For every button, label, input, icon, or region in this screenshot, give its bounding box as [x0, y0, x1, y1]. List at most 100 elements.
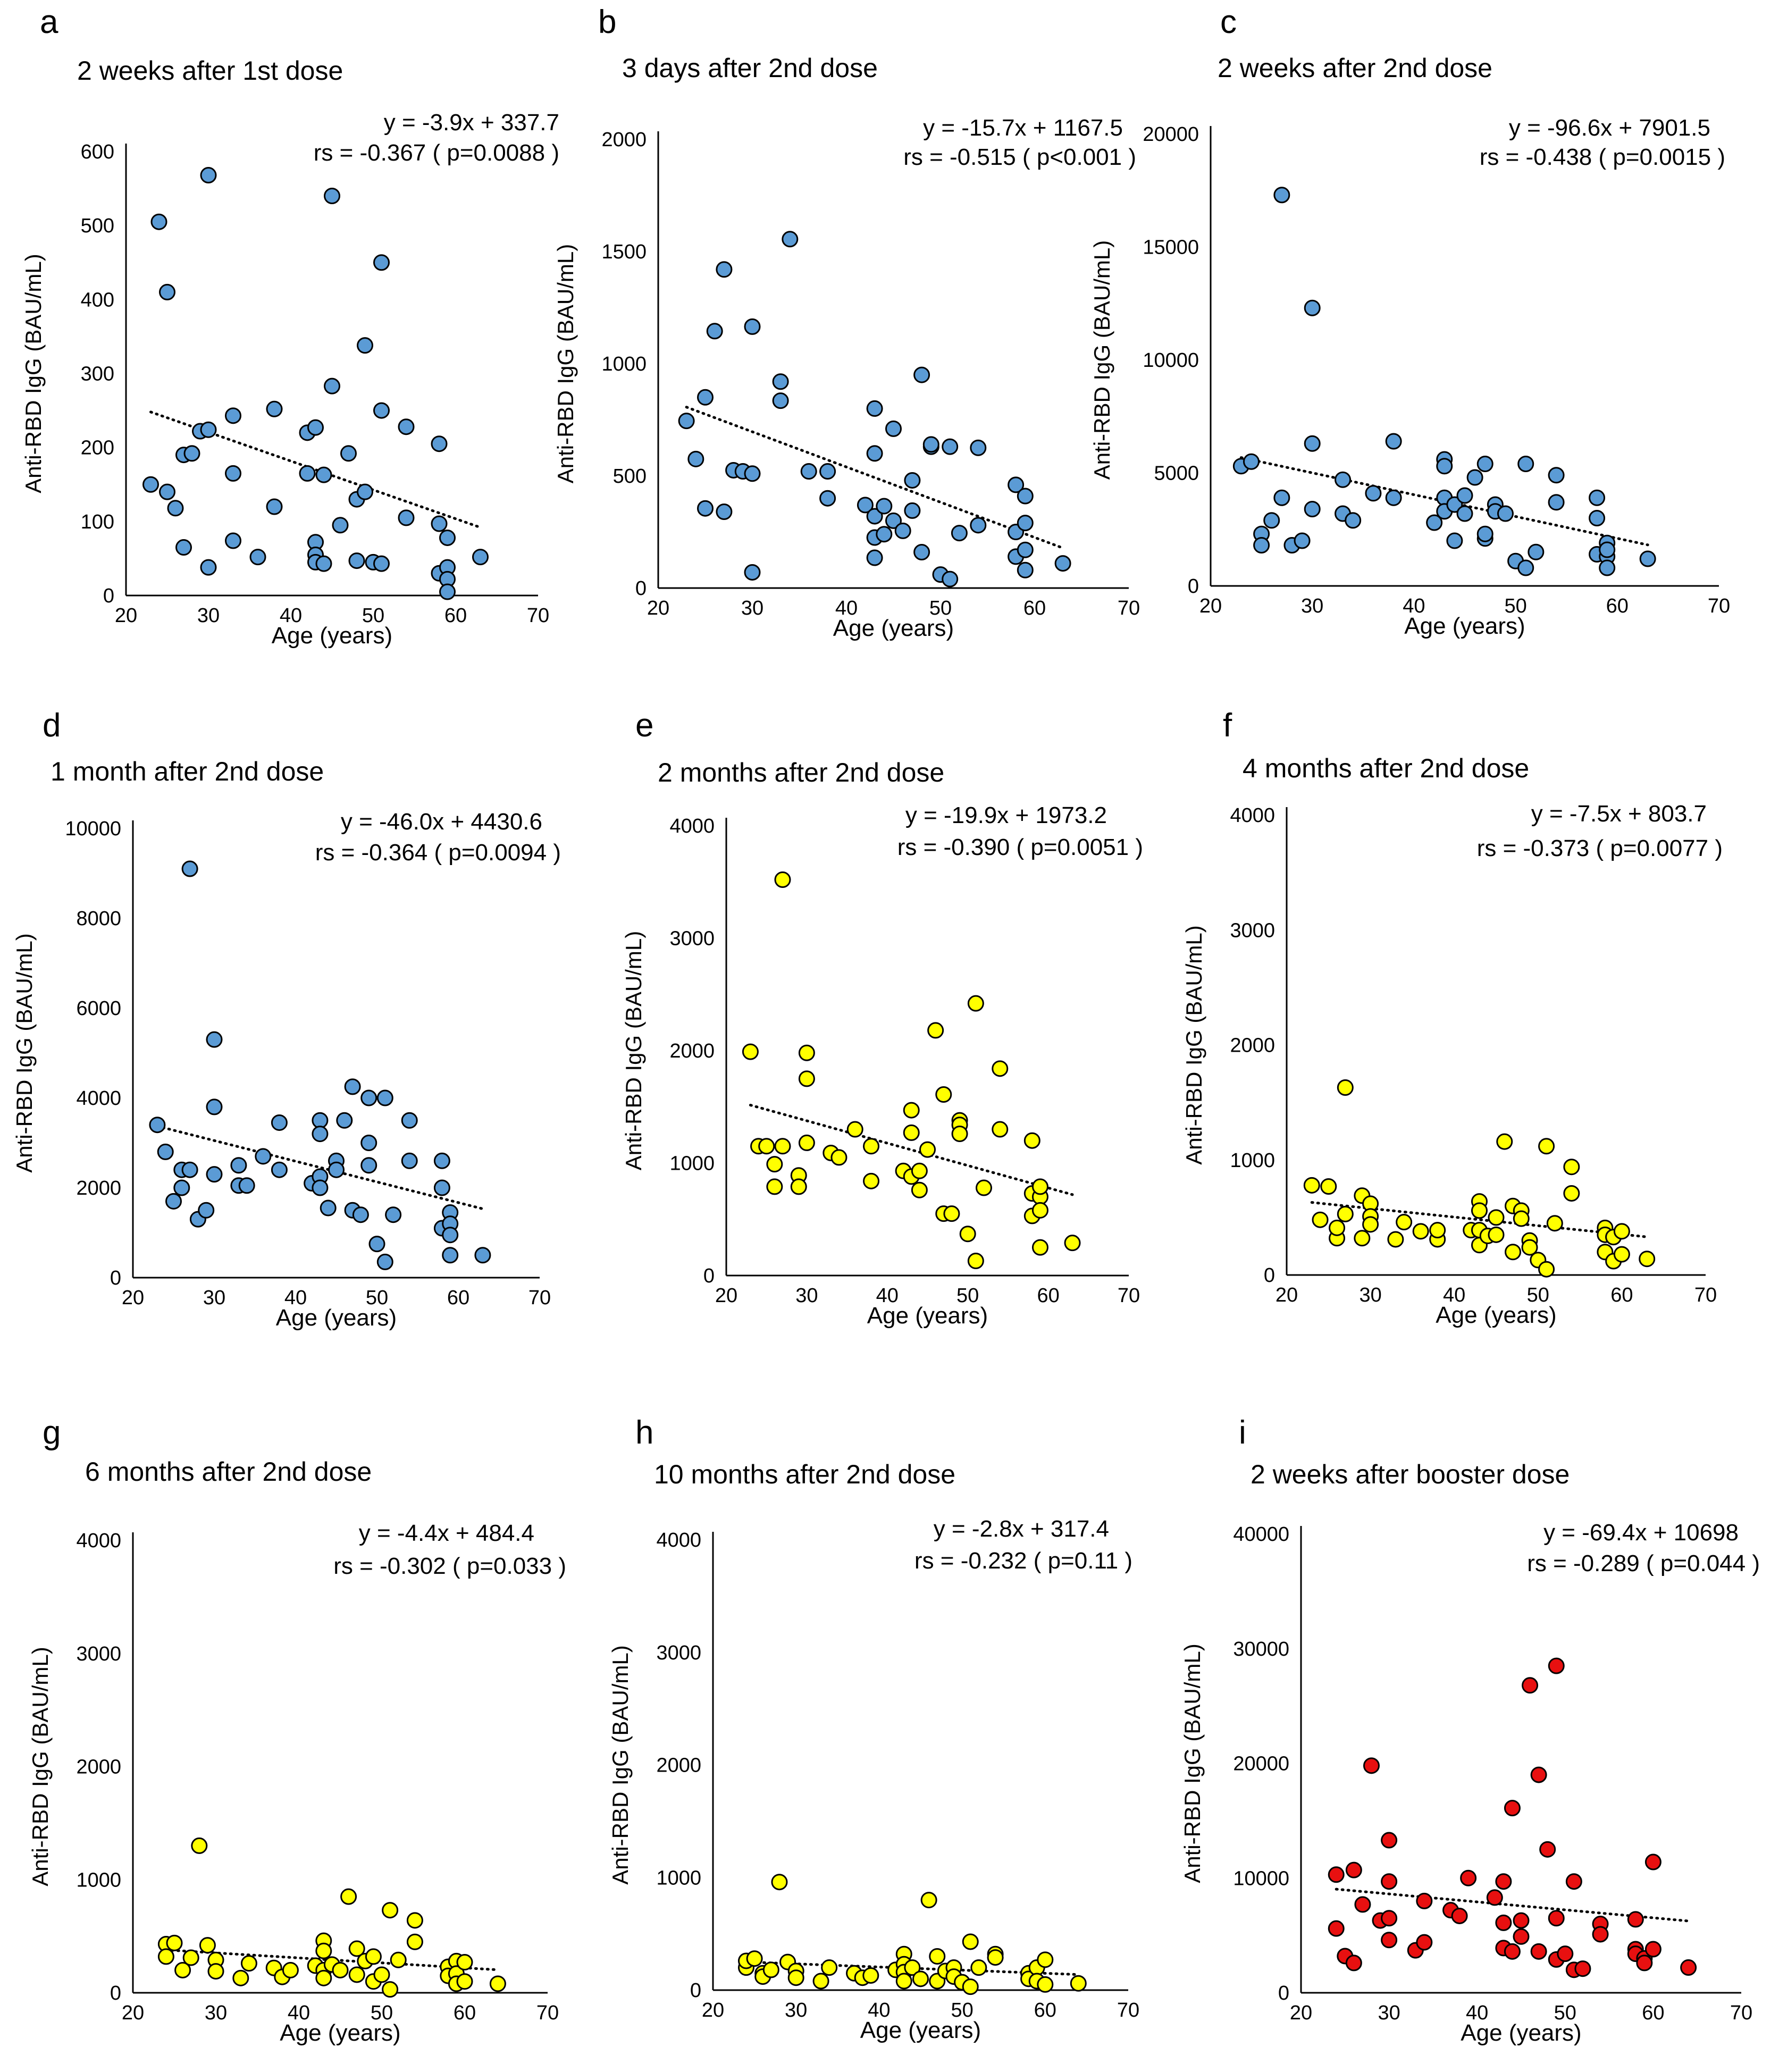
- data-point: [401, 1112, 418, 1129]
- data-point: [1613, 1223, 1630, 1240]
- data-point: [742, 1043, 759, 1060]
- data-point: [744, 318, 761, 335]
- y-tick-label: 4000: [76, 1087, 121, 1110]
- data-point: [357, 337, 373, 354]
- y-tick-label: 10000: [1233, 1867, 1289, 1890]
- data-point: [913, 543, 930, 560]
- data-point: [238, 1177, 255, 1194]
- data-point: [1557, 1945, 1574, 1962]
- data-point: [1639, 1251, 1656, 1268]
- data-point: [1563, 1159, 1580, 1176]
- data-point: [866, 400, 883, 417]
- y-tick-label: 600: [81, 141, 114, 163]
- data-point: [920, 1892, 937, 1909]
- data-point: [142, 476, 159, 493]
- data-point: [1387, 1231, 1404, 1248]
- x-tick-label: 30: [1378, 2002, 1400, 2024]
- data-point: [987, 1949, 1004, 1966]
- data-point: [206, 1098, 223, 1115]
- data-point: [157, 1948, 174, 1965]
- panel-b: b3 days after 2nd dose y = -15.7x + 1167.…: [553, 4, 1140, 641]
- data-point: [1037, 1951, 1054, 1968]
- data-point: [1017, 541, 1034, 558]
- data-point: [903, 1124, 920, 1141]
- data-point: [911, 1181, 928, 1198]
- data-point: [175, 539, 192, 556]
- data-point: [368, 1236, 385, 1253]
- data-point: [798, 1134, 815, 1151]
- data-point: [697, 389, 714, 406]
- data-point: [866, 445, 883, 462]
- data-point: [1451, 1907, 1468, 1924]
- y-tick-label: 1000: [669, 1153, 715, 1175]
- y-axis-label: Anti-RBD IgG (BAU/mL): [1181, 925, 1206, 1164]
- correlation-label: rs = -0.302 ( p=0.033 ): [333, 1553, 566, 1579]
- regression-equation: y = -19.9x + 1973.2: [905, 802, 1107, 828]
- data-point: [431, 515, 448, 532]
- data-point: [863, 1138, 880, 1155]
- data-point: [1680, 1959, 1697, 1976]
- x-axis-label: Age (years): [1404, 613, 1525, 639]
- panel-title: 2 weeks after booster dose: [1251, 1459, 1570, 1489]
- data-point: [1589, 489, 1606, 506]
- y-tick-label: 2000: [76, 1177, 121, 1199]
- data-point: [198, 1202, 215, 1219]
- data-point: [1253, 537, 1270, 553]
- y-tick-label: 200: [81, 437, 114, 459]
- data-point: [771, 1874, 788, 1891]
- x-tick-label: 30: [197, 605, 220, 627]
- data-point: [821, 1959, 838, 1976]
- data-point: [1521, 1239, 1538, 1256]
- data-point: [1008, 476, 1025, 493]
- data-point: [336, 1112, 353, 1129]
- x-axis-label: Age (years): [867, 1303, 988, 1329]
- x-tick-label: 50: [1527, 1284, 1549, 1306]
- data-point: [1592, 1926, 1609, 1943]
- data-point: [200, 559, 217, 576]
- x-tick-label: 40: [284, 1287, 307, 1309]
- data-point: [762, 1961, 779, 1978]
- data-point: [312, 1179, 329, 1196]
- data-point: [1412, 1223, 1429, 1240]
- x-tick-label: 30: [1301, 595, 1323, 617]
- data-point: [766, 1178, 783, 1195]
- data-point: [1436, 458, 1453, 475]
- data-point: [181, 1161, 198, 1178]
- data-point: [798, 1044, 815, 1061]
- data-point: [912, 1970, 929, 1987]
- data-point: [744, 465, 761, 482]
- data-point: [772, 392, 789, 409]
- data-point: [895, 1973, 912, 1990]
- data-point: [456, 1954, 473, 1971]
- data-point: [348, 1940, 365, 1957]
- y-tick-label: 0: [110, 1267, 121, 1289]
- data-point: [249, 549, 266, 566]
- y-axis-label: Anti-RBD IgG (BAU/mL): [12, 933, 37, 1172]
- data-point: [1345, 1861, 1362, 1878]
- data-point: [340, 1888, 357, 1905]
- y-axis-label: Anti-RBD IgG (BAU/mL): [621, 931, 646, 1170]
- data-point: [456, 1973, 473, 1990]
- data-point: [373, 555, 390, 572]
- data-point: [376, 1253, 393, 1270]
- data-point: [1354, 1896, 1371, 1913]
- y-axis-label: Anti-RBD IgG (BAU/mL): [553, 244, 578, 483]
- x-tick-label: 60: [444, 605, 467, 627]
- data-point: [373, 254, 390, 271]
- data-point: [1530, 1943, 1547, 1960]
- data-point: [1263, 512, 1280, 529]
- data-point: [315, 466, 332, 483]
- data-point: [866, 508, 883, 525]
- data-point: [200, 167, 217, 184]
- regression-equation: y = -4.4x + 484.4: [359, 1520, 534, 1546]
- correlation-label: rs = -0.438 ( p=0.0015 ): [1480, 144, 1725, 170]
- x-tick-label: 20: [1275, 1284, 1298, 1306]
- x-tick-label: 30: [1359, 1284, 1381, 1306]
- x-tick-label: 30: [741, 597, 763, 619]
- data-point: [199, 1937, 216, 1954]
- data-point: [1304, 299, 1321, 316]
- data-point: [439, 529, 456, 546]
- data-point: [442, 1247, 459, 1264]
- data-point: [376, 1089, 393, 1106]
- y-tick-label: 0: [703, 1265, 715, 1287]
